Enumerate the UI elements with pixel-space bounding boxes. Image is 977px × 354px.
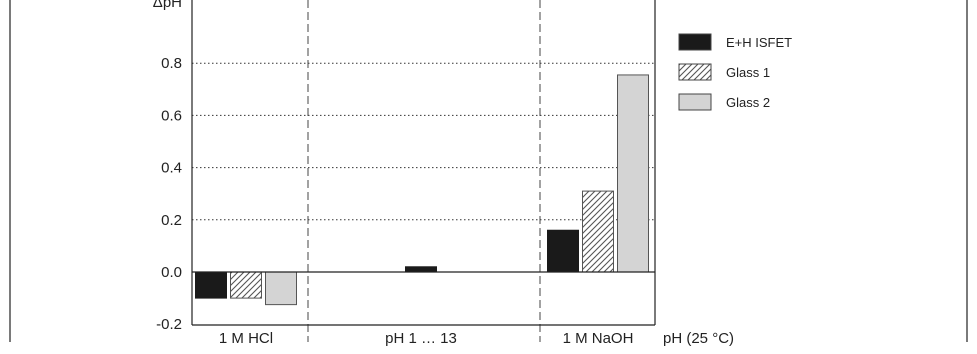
bars: [195, 74, 649, 306]
legend-swatch: [678, 33, 712, 51]
bar: [547, 229, 579, 273]
legend: E+H ISFET Glass 1 Glass 2: [678, 33, 792, 111]
bar: [582, 190, 614, 273]
axes: [191, 0, 656, 326]
bar: [195, 271, 227, 299]
x-axis-title: pH (25 °C): [663, 330, 734, 347]
legend-label: E+H ISFET: [726, 35, 792, 50]
gridlines: [192, 62, 655, 221]
y-tick-label: 0.2: [161, 212, 182, 229]
y-tick-label: 0.8: [161, 55, 182, 72]
y-tick-label: -0.2: [156, 316, 182, 333]
y-tick-label: 0.4: [161, 160, 182, 177]
axis-labels: -0.2 0.0 0.2 0.4 0.6 0.8 ΔpH 1 M HCl pH 1 … 13 1 …: [153, 0, 734, 347]
bar: [405, 266, 437, 273]
y-axis-title: ΔpH: [153, 0, 182, 11]
x-tick-label: 1 M NaOH: [563, 330, 634, 347]
legend-swatch: [678, 93, 712, 111]
x-tick-label: pH 1 … 13: [385, 330, 457, 347]
y-tick-label: 0.0: [161, 264, 182, 281]
bar: [617, 74, 649, 273]
legend-label: Glass 1: [726, 65, 770, 80]
bar: [230, 271, 262, 299]
x-tick-label: 1 M HCl: [219, 330, 273, 347]
category-dividers: [307, 0, 541, 342]
legend-label: Glass 2: [726, 95, 770, 110]
legend-swatch: [678, 63, 712, 81]
y-tick-label: 0.6: [161, 107, 182, 124]
bar: [265, 271, 297, 306]
